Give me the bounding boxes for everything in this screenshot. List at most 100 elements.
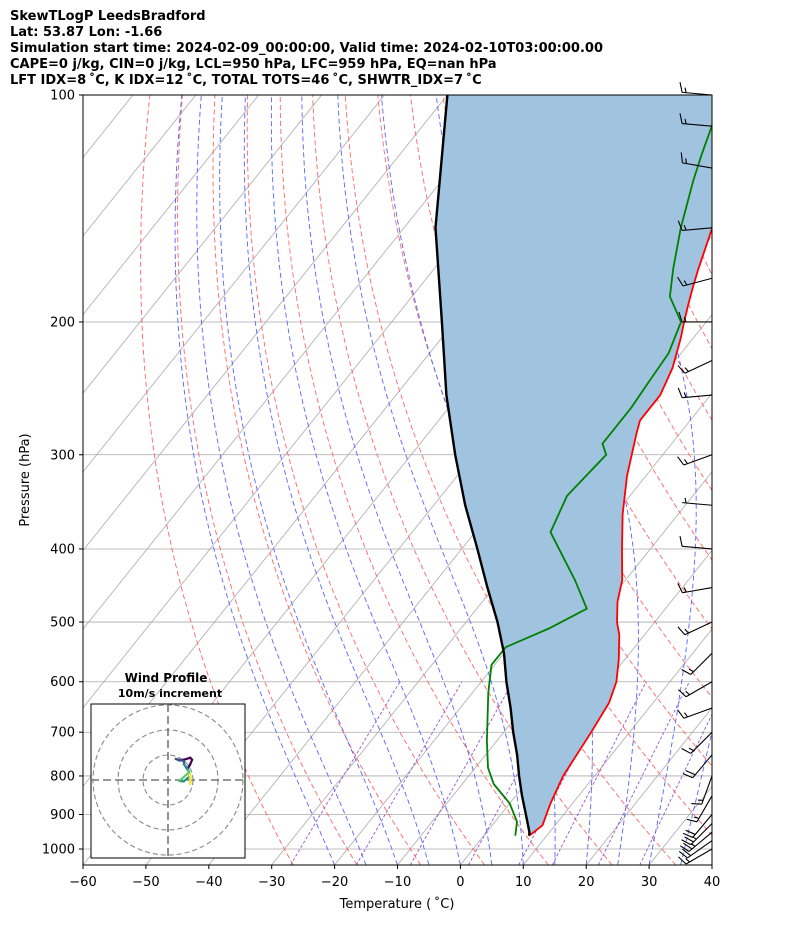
wind-barb-half xyxy=(684,497,687,504)
wind-barb-half xyxy=(693,816,700,819)
wind-barb-flag xyxy=(681,839,692,846)
y-tick-label: 300 xyxy=(50,448,75,463)
mixing-ratio-line xyxy=(518,681,616,865)
isotherm-line xyxy=(83,95,197,237)
wind-barb xyxy=(679,82,713,96)
moist-adiabat-line xyxy=(381,95,556,865)
wind-barb-half xyxy=(688,668,694,673)
header-times: Simulation start time: 2024-02-09_00:00:… xyxy=(10,41,603,56)
moist-adiabat-line xyxy=(270,95,461,865)
wind-barb-staff xyxy=(690,652,713,675)
header-indices-1: CAPE=0 j/kg, CIN=0 j/kg, LCL=950 hPa, LF… xyxy=(10,57,497,72)
mixing-ratio-line xyxy=(639,713,712,865)
y-tick-label: 900 xyxy=(50,808,75,823)
x-tick-label: −50 xyxy=(132,875,159,890)
wind-barb-flag xyxy=(683,842,693,850)
wind-barb-half xyxy=(684,367,689,372)
wind-barb-staff xyxy=(685,681,713,698)
y-axis-ticks: 100 200 300 400 500 600 700 800 900 1000 xyxy=(42,89,83,858)
wind-barb-staff xyxy=(685,848,713,865)
mixing-ratio-line xyxy=(468,681,568,865)
wind-barb xyxy=(677,621,713,636)
x-tick-label: −20 xyxy=(321,875,348,890)
moist-adiabat-line xyxy=(598,95,697,865)
wind-barb xyxy=(678,840,713,859)
wind-barb-flag xyxy=(680,152,684,163)
wind-barb-staff xyxy=(692,814,713,838)
wind-barb-half xyxy=(684,118,687,125)
wind-barb-half xyxy=(684,87,687,93)
wind-barb-flag xyxy=(685,770,696,776)
isotherm-line xyxy=(83,95,511,630)
dry-adiabat-line xyxy=(769,95,794,865)
wind-barb xyxy=(678,311,712,323)
x-tick-label: −40 xyxy=(195,875,222,890)
wind-barb xyxy=(679,536,713,550)
x-tick-label: 30 xyxy=(641,875,658,890)
wind-barb-flag xyxy=(682,832,693,839)
wind-barb-half xyxy=(685,858,690,863)
y-tick-label: 400 xyxy=(50,542,75,557)
moist-adiabat-line xyxy=(301,95,493,865)
wind-barb xyxy=(680,152,713,169)
wind-barb xyxy=(686,795,713,823)
wind-barb-staff xyxy=(682,586,713,594)
wind-barb-staff xyxy=(690,823,713,846)
x-tick-label: −10 xyxy=(384,875,411,890)
isotherm-line xyxy=(711,864,712,865)
wind-barb xyxy=(681,652,713,675)
moist-adiabat-line xyxy=(219,95,398,865)
inset-title: Wind Profile xyxy=(125,671,208,685)
wind-barb-half xyxy=(684,628,689,634)
mixing-ratio-line xyxy=(410,681,514,865)
wind-barb-flag xyxy=(677,626,686,636)
mixing-ratio-line xyxy=(551,681,647,865)
hodograph-segment xyxy=(182,762,190,772)
dry-adiabat-line xyxy=(140,95,294,865)
x-tick-label: 20 xyxy=(578,875,595,890)
wind-barb-staff xyxy=(682,162,713,169)
wind-barb-flag xyxy=(677,220,683,231)
wind-barb-flag xyxy=(678,311,683,323)
wind-barb-staff xyxy=(701,775,713,805)
wind-barb-half xyxy=(685,158,687,164)
wind-barb-staff xyxy=(683,454,713,466)
dry-adiabat-line xyxy=(736,95,794,865)
wind-barb xyxy=(678,681,713,698)
wind-barb-flag xyxy=(682,848,692,857)
mixing-ratio-line xyxy=(355,681,463,865)
x-tick-label: 10 xyxy=(515,875,532,890)
inset-rings xyxy=(91,704,245,858)
wind-barb-flag xyxy=(677,387,683,398)
header-location: Lat: 53.87 Lon: -1.66 xyxy=(10,25,163,40)
isotherm-line xyxy=(334,392,712,865)
x-tick-label: 40 xyxy=(704,875,721,890)
wind-barb-flag xyxy=(679,113,683,124)
wind-barb xyxy=(677,583,713,594)
isotherm-line xyxy=(585,707,712,865)
hodograph-segment xyxy=(178,771,191,783)
inset-subtitle: 10m/s increment xyxy=(118,687,222,700)
x-tick-label: 0 xyxy=(456,875,464,890)
wind-barb-flag xyxy=(679,536,683,547)
moist-adiabat-line xyxy=(196,95,367,865)
wind-profile-inset: Wind Profile 10m/s increment xyxy=(90,671,246,859)
wind-barb xyxy=(682,497,713,506)
header-title: SkewTLogP LeedsBradford xyxy=(10,9,206,24)
y-tick-label: 700 xyxy=(50,726,75,741)
isotherm-line xyxy=(83,95,448,552)
isotherm-line xyxy=(775,95,794,865)
wind-barb-staff xyxy=(682,545,713,550)
x-tick-label: −30 xyxy=(258,875,285,890)
wind-barb-half xyxy=(684,459,689,464)
y-tick-label: 1000 xyxy=(42,843,75,858)
wind-barb xyxy=(677,276,713,287)
y-tick-label: 500 xyxy=(50,616,75,631)
y-tick-label: 100 xyxy=(50,89,75,104)
isotherm-line xyxy=(83,95,260,316)
wind-barb-flag xyxy=(678,689,687,698)
moist-adiabat-line xyxy=(337,95,524,865)
wind-barb-flag xyxy=(685,829,696,835)
